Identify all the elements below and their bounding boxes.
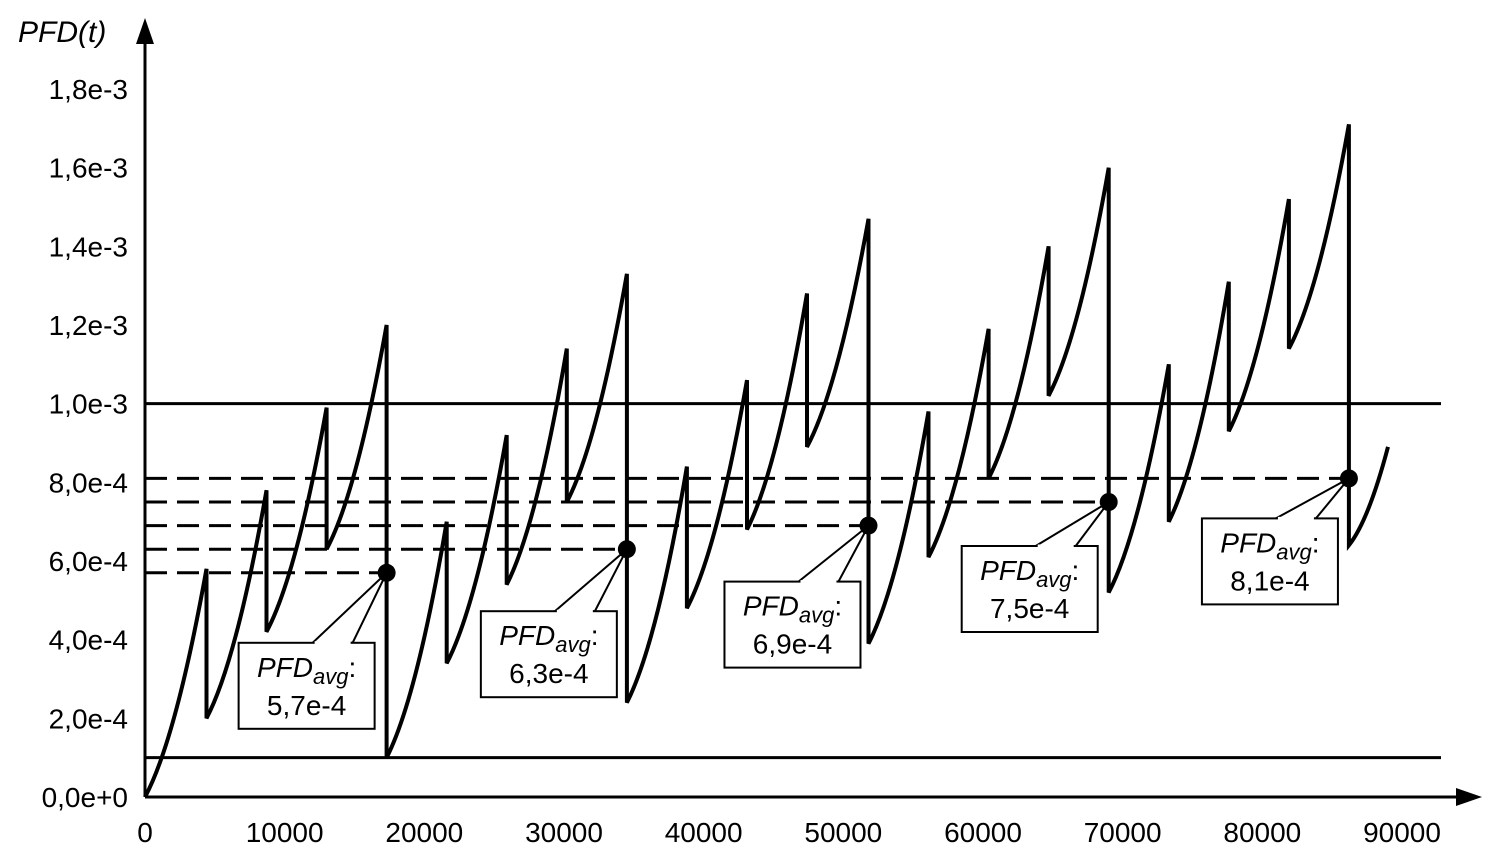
pfd-avg-callout-1: PFDavg:6,3e-4 bbox=[479, 540, 636, 699]
callout-value: 7,5e-4 bbox=[990, 593, 1069, 624]
callout-box bbox=[1200, 517, 1339, 606]
callout-pointer bbox=[310, 572, 388, 644]
y-tick-label-5: 1,0e-3 bbox=[49, 389, 128, 420]
axes bbox=[136, 18, 1482, 806]
pfd-avg-callout-3: PFDavg:7,5e-4 bbox=[960, 493, 1118, 633]
callout-pointer bbox=[1275, 477, 1350, 520]
x-tick-label-1: 10000 bbox=[246, 817, 324, 848]
y-tick-label-1: 2,0e-4 bbox=[49, 703, 128, 734]
callout-label: PFDavg: bbox=[257, 652, 356, 689]
pfd-avg-marker bbox=[617, 540, 636, 559]
callout-box bbox=[723, 580, 862, 669]
x-tick-label-4: 40000 bbox=[665, 817, 743, 848]
pfd-avg-callout-4: PFDavg:8,1e-4 bbox=[1200, 469, 1358, 606]
pfd-avg-marker bbox=[1099, 493, 1118, 511]
x-tick-label-8: 80000 bbox=[1223, 817, 1301, 848]
series-group bbox=[143, 124, 1390, 798]
callout-value: 6,9e-4 bbox=[753, 629, 832, 660]
y-tick-label-8: 1,6e-3 bbox=[49, 153, 128, 184]
pfd-avg-callout-2: PFDavg:6,9e-4 bbox=[723, 516, 878, 669]
callout-box bbox=[479, 610, 618, 699]
x-tick-label-6: 60000 bbox=[944, 817, 1022, 848]
reference-lines bbox=[145, 402, 1441, 760]
y-axis-title: PFD(t) bbox=[18, 16, 106, 49]
x-tick-labels: 0 10000 20000 30000 40000 50000 60000 70000 8000… bbox=[137, 817, 1441, 848]
x-tick-label-5: 50000 bbox=[804, 817, 882, 848]
callout-label: PFDavg: bbox=[980, 555, 1079, 592]
x-tick-label-9: 90000 bbox=[1363, 817, 1441, 848]
y-axis-title-text: PFD(t) bbox=[18, 16, 106, 49]
callout-label: PFDavg: bbox=[1220, 527, 1319, 564]
y-tick-label-9: 1,8e-3 bbox=[49, 74, 128, 105]
y-tick-label-6: 1,2e-3 bbox=[49, 310, 128, 341]
pfd-avg-marker bbox=[859, 516, 878, 535]
y-axis-arrow-icon bbox=[136, 18, 154, 44]
callout-box bbox=[960, 545, 1099, 633]
y-tick-label-2: 4,0e-4 bbox=[49, 625, 128, 656]
callout-pointer bbox=[1032, 501, 1110, 547]
x-axis-arrow-icon bbox=[1456, 788, 1482, 806]
pfd-avg-marker bbox=[377, 563, 396, 582]
y-tick-label-7: 1,4e-3 bbox=[49, 231, 128, 262]
y-tick-label-4: 8,0e-4 bbox=[49, 467, 128, 498]
pfd-avg-marker bbox=[1339, 469, 1358, 488]
x-tick-label-0: 0 bbox=[137, 817, 153, 848]
x-tick-label-7: 70000 bbox=[1084, 817, 1162, 848]
callout-value: 5,7e-4 bbox=[267, 690, 346, 721]
y-tick-labels: 0,0e+0 2,0e-4 4,0e-4 6,0e-4 8,0e-4 1,0e-3 1,2e… bbox=[42, 74, 128, 813]
x-tick-label-2: 20000 bbox=[385, 817, 463, 848]
callout-value: 6,3e-4 bbox=[509, 658, 588, 689]
callout-value: 8,1e-4 bbox=[1230, 565, 1309, 596]
callout-pointer bbox=[795, 524, 870, 583]
callout-pointer bbox=[552, 548, 628, 613]
pfd-avg-callouts: PFDavg:5,7e-4PFDavg:6,3e-4PFDavg:6,9e-4P… bbox=[237, 469, 1358, 730]
series-line-0 bbox=[143, 124, 1390, 798]
callout-label: PFDavg: bbox=[499, 620, 598, 657]
callout-label: PFDavg: bbox=[743, 591, 842, 628]
callout-box bbox=[237, 641, 376, 730]
y-tick-label-3: 6,0e-4 bbox=[49, 546, 128, 577]
pfd-avg-callout-0: PFDavg:5,7e-4 bbox=[237, 563, 396, 730]
y-tick-label-0: 0,0e+0 bbox=[42, 782, 128, 813]
x-tick-label-3: 30000 bbox=[525, 817, 603, 848]
